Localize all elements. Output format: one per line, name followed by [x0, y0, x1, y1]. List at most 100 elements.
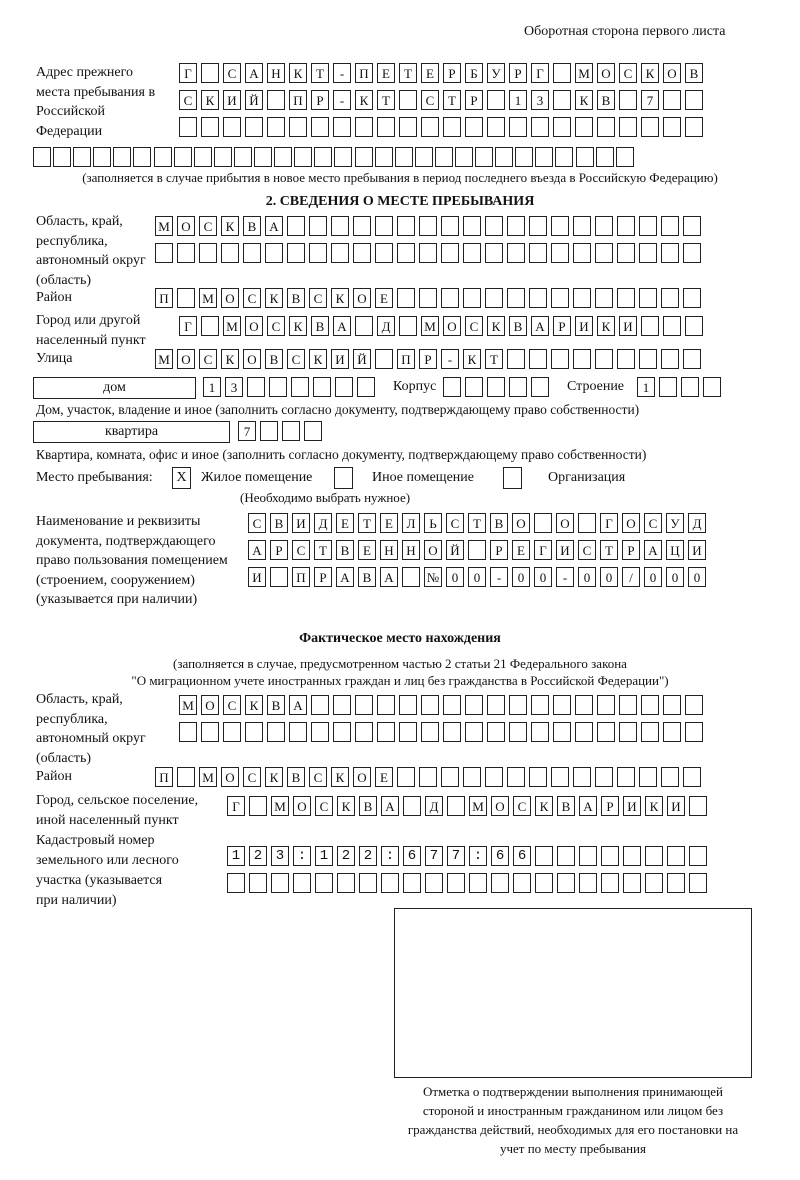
char-cell[interactable]	[359, 846, 377, 866]
char-cell[interactable]: К	[487, 316, 505, 336]
apartment-type-field[interactable]: квартира	[33, 421, 230, 443]
char-cell[interactable]: Й	[353, 349, 371, 369]
char-cell[interactable]	[683, 243, 701, 263]
char-cell[interactable]: К	[309, 349, 327, 369]
char-cell[interactable]	[529, 288, 547, 308]
cadastral-row-2[interactable]	[227, 873, 707, 893]
char-cell[interactable]	[309, 243, 327, 263]
char-cell[interactable]	[639, 216, 657, 236]
char-cell[interactable]	[509, 695, 527, 715]
char-cell[interactable]	[579, 873, 597, 893]
char-cell[interactable]	[641, 695, 659, 715]
char-cell[interactable]: С	[309, 288, 327, 308]
char-cell[interactable]	[475, 147, 494, 167]
char-cell[interactable]: П	[355, 63, 373, 83]
char-cell[interactable]	[663, 722, 681, 742]
char-cell[interactable]	[639, 288, 657, 308]
char-cell[interactable]: А	[245, 63, 263, 83]
char-cell[interactable]	[304, 421, 322, 441]
char-cell[interactable]: И	[248, 567, 266, 587]
char-cell[interactable]	[573, 288, 591, 308]
document-row-3[interactable]: И П Р А В А № 0 0-0 0-0 0/0 0 0	[248, 567, 706, 587]
char-cell[interactable]: К	[645, 796, 663, 816]
char-cell[interactable]	[53, 147, 72, 167]
char-cell[interactable]	[399, 90, 417, 110]
char-cell[interactable]	[425, 873, 443, 893]
char-cell[interactable]	[535, 873, 553, 893]
char-cell[interactable]	[507, 767, 525, 787]
char-cell[interactable]	[377, 117, 395, 137]
char-cell[interactable]: 1	[637, 377, 655, 397]
char-cell[interactable]	[573, 216, 591, 236]
char-cell[interactable]: П	[397, 349, 415, 369]
char-cell[interactable]	[667, 873, 685, 893]
char-cell[interactable]: А	[333, 316, 351, 336]
char-cell[interactable]	[641, 722, 659, 742]
char-cell[interactable]	[355, 117, 373, 137]
char-cell[interactable]: Л	[402, 513, 420, 533]
char-cell[interactable]: Д	[688, 513, 706, 533]
char-cell[interactable]	[397, 216, 415, 236]
char-cell[interactable]: Е	[358, 540, 376, 560]
char-cell[interactable]	[377, 695, 395, 715]
char-cell[interactable]: О	[221, 288, 239, 308]
char-cell[interactable]: О	[622, 513, 640, 533]
char-cell[interactable]	[177, 288, 195, 308]
char-cell[interactable]: О	[177, 216, 195, 236]
char-cell[interactable]	[270, 567, 288, 587]
char-cell[interactable]: И	[556, 540, 574, 560]
char-cell[interactable]: №	[424, 567, 442, 587]
char-cell[interactable]: -	[441, 349, 459, 369]
char-cell[interactable]	[355, 722, 373, 742]
char-cell[interactable]	[575, 117, 593, 137]
char-cell[interactable]	[447, 796, 465, 816]
char-cell[interactable]	[177, 243, 195, 263]
char-cell[interactable]	[485, 243, 503, 263]
char-cell[interactable]	[133, 147, 152, 167]
char-cell[interactable]: Г	[179, 63, 197, 83]
char-cell[interactable]	[315, 873, 333, 893]
char-cell[interactable]: О	[491, 796, 509, 816]
char-cell[interactable]	[394, 147, 413, 167]
char-cell[interactable]	[269, 377, 287, 397]
char-cell[interactable]	[353, 216, 371, 236]
char-cell[interactable]: С	[465, 316, 483, 336]
char-cell[interactable]	[375, 243, 393, 263]
char-cell[interactable]: Ц	[666, 540, 684, 560]
char-cell[interactable]	[335, 377, 353, 397]
char-cell[interactable]: 0	[644, 567, 662, 587]
cadastral-row-1[interactable]: 123:122:677:66	[227, 846, 707, 866]
char-cell[interactable]	[267, 90, 285, 110]
char-cell[interactable]	[403, 846, 421, 866]
char-cell[interactable]	[534, 513, 552, 533]
house-type-field[interactable]: дом	[33, 377, 196, 399]
char-cell[interactable]	[641, 117, 659, 137]
char-cell[interactable]	[434, 147, 453, 167]
char-cell[interactable]	[463, 216, 481, 236]
char-cell[interactable]	[254, 147, 273, 167]
char-cell[interactable]	[223, 117, 241, 137]
char-cell[interactable]	[601, 873, 619, 893]
char-cell[interactable]	[447, 873, 465, 893]
char-cell[interactable]: К	[597, 316, 615, 336]
char-cell[interactable]	[421, 117, 439, 137]
char-cell[interactable]	[213, 147, 232, 167]
char-cell[interactable]	[247, 377, 265, 397]
char-cell[interactable]	[381, 846, 399, 866]
char-cell[interactable]	[337, 846, 355, 866]
char-cell[interactable]	[233, 147, 252, 167]
char-cell[interactable]	[441, 767, 459, 787]
char-cell[interactable]	[245, 722, 263, 742]
char-cell[interactable]: 1	[203, 377, 221, 397]
char-cell[interactable]: Й	[245, 90, 263, 110]
char-cell[interactable]: Т	[358, 513, 376, 533]
char-cell[interactable]	[619, 722, 637, 742]
char-cell[interactable]	[617, 243, 635, 263]
char-cell[interactable]: Т	[314, 540, 332, 560]
char-cell[interactable]: К	[221, 216, 239, 236]
char-cell[interactable]	[507, 216, 525, 236]
char-cell[interactable]	[337, 873, 355, 893]
